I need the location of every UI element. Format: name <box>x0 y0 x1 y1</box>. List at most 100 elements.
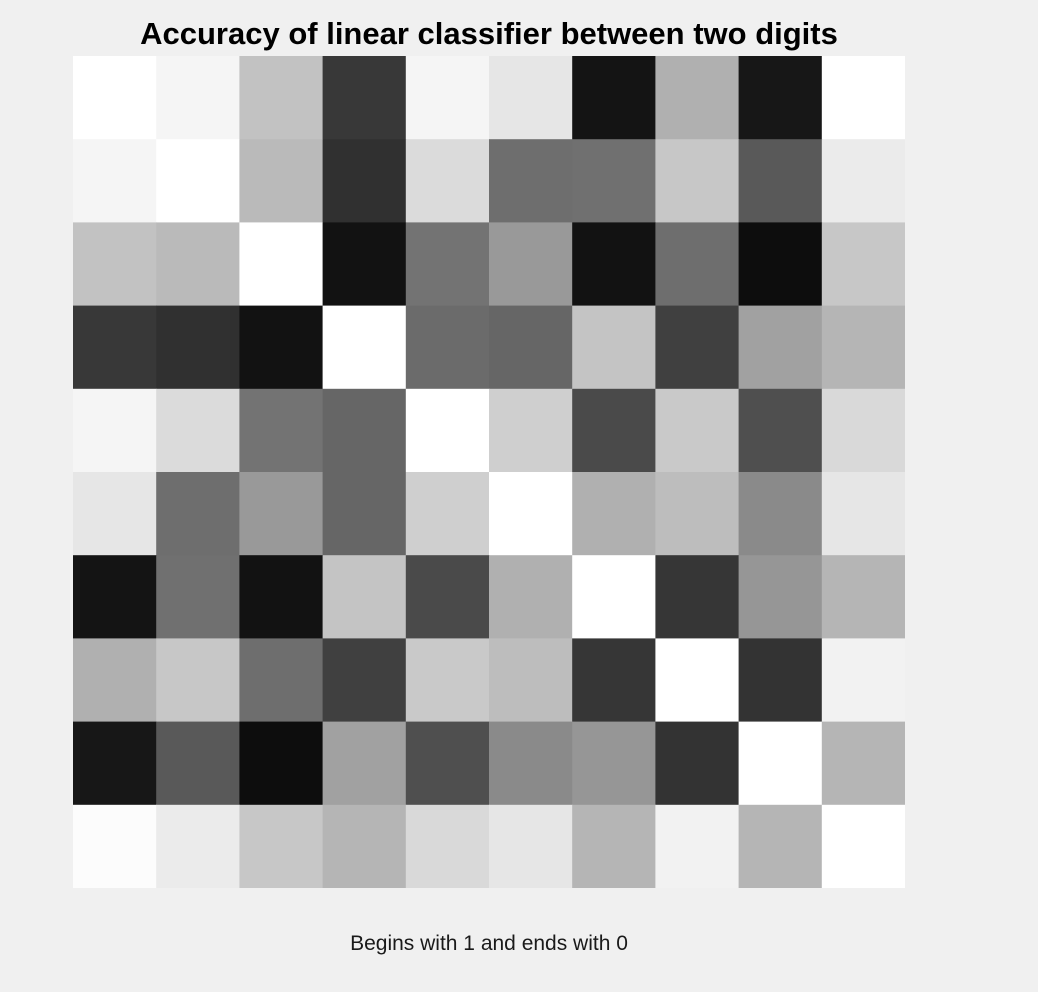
heatmap-cell-r3-c7 <box>655 305 740 390</box>
heatmap-cell-r4-c2 <box>239 388 324 473</box>
heatmap-cell-r0-c8 <box>738 56 823 140</box>
heatmap-cell-r3-c9 <box>821 305 905 390</box>
heatmap-cell-r1-c4 <box>405 139 490 223</box>
heatmap-cell-r9-c1 <box>156 804 240 888</box>
heatmap-cell-r6-c1 <box>156 555 240 639</box>
heatmap-cell-r4-c4 <box>405 388 490 473</box>
heatmap-cell-r2-c6 <box>572 222 656 307</box>
heatmap-cell-r4-c3 <box>322 388 407 473</box>
heatmap-cell-r7-c2 <box>239 638 324 723</box>
heatmap-cell-r5-c2 <box>239 472 324 556</box>
heatmap-cell-r9-c5 <box>489 804 573 888</box>
heatmap-cell-r7-c5 <box>489 638 573 723</box>
heatmap-cell-r8-c2 <box>239 721 324 806</box>
heatmap-cell-r9-c0 <box>73 804 157 888</box>
heatmap-cell-r9-c3 <box>322 804 407 888</box>
heatmap-cell-r5-c4 <box>405 472 490 556</box>
heatmap-cell-r2-c0 <box>73 222 157 307</box>
heatmap-cell-r5-c6 <box>572 472 656 556</box>
heatmap-cell-r6-c8 <box>738 555 823 639</box>
heatmap-cell-r9-c6 <box>572 804 656 888</box>
heatmap-cell-r1-c3 <box>322 139 407 223</box>
heatmap-cell-r8-c8 <box>738 721 823 806</box>
heatmap-cell-r6-c6 <box>572 555 656 639</box>
heatmap-cell-r9-c9 <box>821 804 905 888</box>
heatmap-cell-r7-c3 <box>322 638 407 723</box>
heatmap-cell-r3-c8 <box>738 305 823 390</box>
heatmap-cell-r0-c2 <box>239 56 324 140</box>
heatmap-cell-r0-c5 <box>489 56 573 140</box>
heatmap-cell-r6-c7 <box>655 555 740 639</box>
heatmap-cell-r0-c7 <box>655 56 740 140</box>
heatmap-cell-r8-c0 <box>73 721 157 806</box>
heatmap-cell-r9-c2 <box>239 804 324 888</box>
heatmap-cell-r9-c8 <box>738 804 823 888</box>
heatmap-cell-r2-c4 <box>405 222 490 307</box>
heatmap-cell-r3-c6 <box>572 305 656 390</box>
heatmap-cell-r6-c0 <box>73 555 157 639</box>
heatmap-cell-r2-c9 <box>821 222 905 307</box>
heatmap-cell-r3-c2 <box>239 305 324 390</box>
heatmap-plot <box>73 56 905 888</box>
heatmap-cell-r1-c2 <box>239 139 324 223</box>
heatmap-cell-r7-c6 <box>572 638 656 723</box>
heatmap-cell-r6-c3 <box>322 555 407 639</box>
heatmap-cell-r0-c6 <box>572 56 656 140</box>
heatmap-cell-r1-c6 <box>572 139 656 223</box>
heatmap-cell-r1-c5 <box>489 139 573 223</box>
heatmap-cell-r4-c1 <box>156 388 240 473</box>
heatmap-cell-r9-c7 <box>655 804 740 888</box>
heatmap-cell-r2-c2 <box>239 222 324 307</box>
heatmap-cell-r2-c3 <box>322 222 407 307</box>
heatmap-cell-r1-c1 <box>156 139 240 223</box>
heatmap-cell-r6-c4 <box>405 555 490 639</box>
heatmap-cell-r4-c5 <box>489 388 573 473</box>
heatmap-cell-r5-c7 <box>655 472 740 556</box>
heatmap-cell-r2-c7 <box>655 222 740 307</box>
heatmap-cell-r4-c7 <box>655 388 740 473</box>
heatmap-cell-r4-c0 <box>73 388 157 473</box>
heatmap-cell-r3-c5 <box>489 305 573 390</box>
heatmap-cell-r5-c5 <box>489 472 573 556</box>
heatmap-cell-r7-c7 <box>655 638 740 723</box>
heatmap-cell-r6-c5 <box>489 555 573 639</box>
chart-title: Accuracy of linear classifier between tw… <box>140 16 838 51</box>
heatmap-cell-r5-c0 <box>73 472 157 556</box>
heatmap-cell-r7-c4 <box>405 638 490 723</box>
heatmap-cell-r5-c9 <box>821 472 905 556</box>
heatmap-cell-r0-c4 <box>405 56 490 140</box>
heatmap-cell-r1-c9 <box>821 139 905 223</box>
heatmap-cell-r1-c0 <box>73 139 157 223</box>
heatmap-cell-r8-c6 <box>572 721 656 806</box>
heatmap-cell-r7-c0 <box>73 638 157 723</box>
heatmap-cell-r4-c6 <box>572 388 656 473</box>
heatmap-cell-r0-c3 <box>322 56 407 140</box>
heatmap-cell-r7-c9 <box>821 638 905 723</box>
heatmap-cell-r8-c7 <box>655 721 740 806</box>
heatmap-cell-r5-c3 <box>322 472 407 556</box>
heatmap-cell-r0-c9 <box>821 56 905 140</box>
heatmap-cell-r6-c9 <box>821 555 905 639</box>
heatmap-cell-r6-c2 <box>239 555 324 639</box>
heatmap-cell-r3-c3 <box>322 305 407 390</box>
heatmap-cell-r9-c4 <box>405 804 490 888</box>
x-axis-label: Begins with 1 and ends with 0 <box>350 932 628 955</box>
heatmap-cell-r2-c1 <box>156 222 240 307</box>
heatmap-cell-r8-c4 <box>405 721 490 806</box>
heatmap-cell-r0-c1 <box>156 56 240 140</box>
heatmap-cell-r3-c1 <box>156 305 240 390</box>
heatmap-cell-r2-c5 <box>489 222 573 307</box>
heatmap-cell-r0-c0 <box>73 56 157 140</box>
heatmap-cell-r8-c3 <box>322 721 407 806</box>
heatmap-cell-r8-c5 <box>489 721 573 806</box>
heatmap-cell-r4-c8 <box>738 388 823 473</box>
heatmap-cell-r5-c1 <box>156 472 240 556</box>
heatmap-cell-r7-c8 <box>738 638 823 723</box>
heatmap-cell-r8-c1 <box>156 721 240 806</box>
heatmap-cell-r8-c9 <box>821 721 905 806</box>
heatmap-cell-r5-c8 <box>738 472 823 556</box>
heatmap-cell-r1-c8 <box>738 139 823 223</box>
heatmap-cell-r3-c0 <box>73 305 157 390</box>
heatmap-cell-r3-c4 <box>405 305 490 390</box>
